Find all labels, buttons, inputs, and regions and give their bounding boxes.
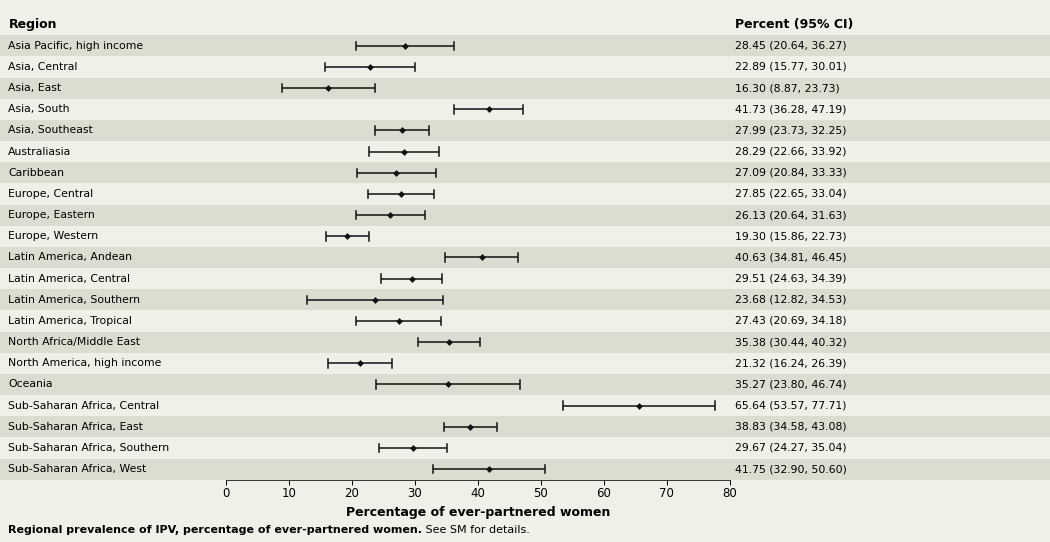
Bar xyxy=(226,311,730,332)
Text: 28.29 (22.66, 33.92): 28.29 (22.66, 33.92) xyxy=(735,147,846,157)
Text: Oceania: Oceania xyxy=(8,379,52,390)
Text: 65.64 (53.57, 77.71): 65.64 (53.57, 77.71) xyxy=(735,401,846,411)
Text: Asia, South: Asia, South xyxy=(8,104,70,114)
Text: North Africa/Middle East: North Africa/Middle East xyxy=(8,337,141,347)
Text: 27.99 (23.73, 32.25): 27.99 (23.73, 32.25) xyxy=(735,125,846,136)
Text: Sub-Saharan Africa, Central: Sub-Saharan Africa, Central xyxy=(8,401,160,411)
Text: 27.09 (20.84, 33.33): 27.09 (20.84, 33.33) xyxy=(735,168,846,178)
Text: 28.45 (20.64, 36.27): 28.45 (20.64, 36.27) xyxy=(735,41,846,51)
Text: Latin America, Southern: Latin America, Southern xyxy=(8,295,141,305)
Text: 22.89 (15.77, 30.01): 22.89 (15.77, 30.01) xyxy=(735,62,846,72)
Bar xyxy=(226,437,730,459)
Text: Percent (95% CI): Percent (95% CI) xyxy=(735,18,854,31)
Text: Latin America, Central: Latin America, Central xyxy=(8,274,130,283)
Bar xyxy=(226,247,730,268)
Text: Europe, Eastern: Europe, Eastern xyxy=(8,210,96,220)
Text: See SM for details.: See SM for details. xyxy=(422,526,530,535)
Text: 23.68 (12.82, 34.53): 23.68 (12.82, 34.53) xyxy=(735,295,846,305)
Text: 38.83 (34.58, 43.08): 38.83 (34.58, 43.08) xyxy=(735,422,846,432)
Text: Region: Region xyxy=(8,18,57,31)
Text: 35.38 (30.44, 40.32): 35.38 (30.44, 40.32) xyxy=(735,337,846,347)
Text: Caribbean: Caribbean xyxy=(8,168,64,178)
Text: 21.32 (16.24, 26.39): 21.32 (16.24, 26.39) xyxy=(735,358,846,368)
Bar xyxy=(226,395,730,416)
Bar xyxy=(226,268,730,289)
Text: Asia Pacific, high income: Asia Pacific, high income xyxy=(8,41,144,51)
Bar xyxy=(226,99,730,120)
Bar xyxy=(226,374,730,395)
Bar xyxy=(226,56,730,78)
Bar xyxy=(226,225,730,247)
Text: Regional prevalence of IPV, percentage of ever-partnered women.: Regional prevalence of IPV, percentage o… xyxy=(8,526,422,535)
Text: Sub-Saharan Africa, West: Sub-Saharan Africa, West xyxy=(8,464,147,474)
Text: 29.51 (24.63, 34.39): 29.51 (24.63, 34.39) xyxy=(735,274,846,283)
Bar xyxy=(226,78,730,99)
Text: 16.30 (8.87, 23.73): 16.30 (8.87, 23.73) xyxy=(735,83,840,93)
Bar xyxy=(226,141,730,162)
Text: North America, high income: North America, high income xyxy=(8,358,162,368)
Text: Sub-Saharan Africa, Southern: Sub-Saharan Africa, Southern xyxy=(8,443,169,453)
Bar xyxy=(226,332,730,353)
Bar xyxy=(226,204,730,225)
Text: Europe, Central: Europe, Central xyxy=(8,189,93,199)
Bar xyxy=(226,353,730,374)
Text: Asia, East: Asia, East xyxy=(8,83,62,93)
Text: Asia, Southeast: Asia, Southeast xyxy=(8,125,93,136)
Text: 41.75 (32.90, 50.60): 41.75 (32.90, 50.60) xyxy=(735,464,847,474)
Bar xyxy=(226,289,730,311)
Text: 27.43 (20.69, 34.18): 27.43 (20.69, 34.18) xyxy=(735,316,846,326)
Text: Asia, Central: Asia, Central xyxy=(8,62,78,72)
X-axis label: Percentage of ever-partnered women: Percentage of ever-partnered women xyxy=(345,506,610,519)
Text: Europe, Western: Europe, Western xyxy=(8,231,99,241)
Text: Australiasia: Australiasia xyxy=(8,147,71,157)
Text: 29.67 (24.27, 35.04): 29.67 (24.27, 35.04) xyxy=(735,443,846,453)
Text: Sub-Saharan Africa, East: Sub-Saharan Africa, East xyxy=(8,422,143,432)
Text: 40.63 (34.81, 46.45): 40.63 (34.81, 46.45) xyxy=(735,253,846,262)
Text: 19.30 (15.86, 22.73): 19.30 (15.86, 22.73) xyxy=(735,231,846,241)
Bar xyxy=(226,183,730,204)
Bar xyxy=(226,162,730,183)
Bar xyxy=(226,416,730,437)
Text: 41.73 (36.28, 47.19): 41.73 (36.28, 47.19) xyxy=(735,104,846,114)
Text: Latin America, Tropical: Latin America, Tropical xyxy=(8,316,132,326)
Bar xyxy=(226,459,730,480)
Bar xyxy=(226,120,730,141)
Text: Latin America, Andean: Latin America, Andean xyxy=(8,253,132,262)
Text: 35.27 (23.80, 46.74): 35.27 (23.80, 46.74) xyxy=(735,379,846,390)
Text: 27.85 (22.65, 33.04): 27.85 (22.65, 33.04) xyxy=(735,189,846,199)
Text: 26.13 (20.64, 31.63): 26.13 (20.64, 31.63) xyxy=(735,210,846,220)
Bar xyxy=(226,35,730,56)
